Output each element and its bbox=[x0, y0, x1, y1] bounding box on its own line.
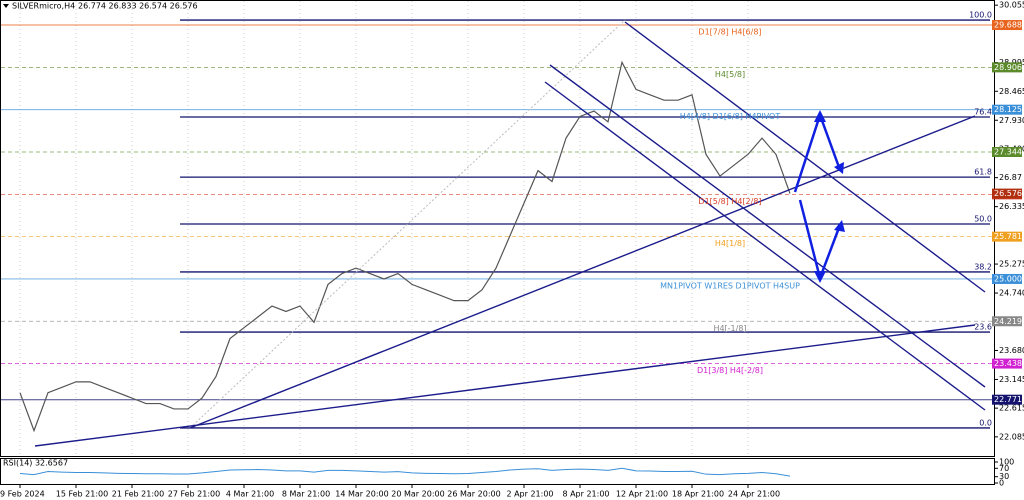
price-tag bbox=[992, 394, 1022, 405]
price-tag-label: 25.781 bbox=[994, 232, 1022, 241]
level-label: H4[4/8] D1[6/8] H4PIVOT bbox=[680, 112, 781, 121]
y-tick-label: 22.085 bbox=[999, 432, 1024, 441]
price-tag-label: 28.125 bbox=[994, 105, 1022, 114]
chart-title: SILVERmicro,H4 bbox=[12, 2, 75, 11]
trendline bbox=[189, 115, 976, 429]
x-tick-label: 20 Mar 20:00 bbox=[391, 490, 444, 499]
x-tick-label: 24 Apr 21:00 bbox=[728, 490, 780, 499]
rsi-panel bbox=[0, 458, 995, 485]
drawings bbox=[34, 19, 986, 447]
x-tick-label: 15 Feb 21:00 bbox=[56, 490, 108, 499]
x-tick-label: 18 Apr 21:00 bbox=[672, 490, 724, 499]
rsi-tick-label: 70 bbox=[999, 464, 1009, 473]
y-tick-label: 30.055 bbox=[999, 1, 1024, 10]
rsi-tick-label: 100 bbox=[999, 458, 1014, 467]
price-tag bbox=[992, 62, 1022, 73]
fibo-label: 0.0 bbox=[979, 418, 992, 427]
channel-line bbox=[624, 21, 986, 293]
fibo-label: 38.2 bbox=[974, 262, 992, 271]
price-tag bbox=[992, 273, 1022, 284]
price-tag bbox=[992, 316, 1022, 327]
price-tag-label: 22.771 bbox=[994, 395, 1022, 404]
y-tick-label: 28.465 bbox=[999, 87, 1024, 96]
rsi-tick-label: 0 bbox=[999, 479, 1004, 488]
channel-line bbox=[544, 81, 986, 411]
price-tag-label: 25.000 bbox=[994, 274, 1022, 283]
level-label: D1[5/8] H4[2/8] bbox=[698, 197, 761, 206]
fibo-label: 23.6 bbox=[974, 323, 992, 332]
price-tag bbox=[992, 20, 1022, 31]
price-line bbox=[19, 60, 791, 433]
level-label: D1[7/8] H4[6/8] bbox=[698, 28, 761, 37]
fibo-label: 76.4 bbox=[974, 108, 992, 117]
y-tick-label: 22.615 bbox=[999, 404, 1024, 413]
price-tag bbox=[992, 104, 1022, 115]
price-tag bbox=[992, 146, 1022, 157]
x-tick-label: 8 Mar 21:00 bbox=[282, 490, 330, 499]
ohlc-header: 26.774 26.833 26.574 26.576 bbox=[78, 2, 198, 11]
price-panel bbox=[0, 0, 995, 457]
rsi-label: RSI(14) 32.6567 bbox=[3, 459, 68, 468]
x-tick-label: 27 Feb 21:00 bbox=[168, 490, 220, 499]
y-tick-label: 26.87 bbox=[999, 173, 1022, 182]
arrow-head bbox=[834, 220, 845, 232]
price-tag-label: 27.344 bbox=[994, 147, 1022, 156]
price-tag-label: 23.438 bbox=[994, 359, 1022, 368]
arrow-head bbox=[834, 162, 844, 174]
x-tick-label: 14 Mar 20:00 bbox=[335, 490, 388, 499]
price-tag bbox=[992, 358, 1022, 369]
level-label: H4[5/8] bbox=[715, 70, 745, 79]
fibo-label: 61.8 bbox=[974, 168, 992, 177]
price-tag bbox=[992, 231, 1022, 242]
y-tick-label: 26.335 bbox=[999, 202, 1024, 211]
rsi-tick-label: 30 bbox=[999, 472, 1009, 481]
trendline bbox=[34, 324, 976, 447]
price-tag-label: 24.219 bbox=[994, 317, 1022, 326]
x-tick-label: 21 Feb 21:00 bbox=[112, 490, 164, 499]
y-tick-label: 23.145 bbox=[999, 375, 1024, 384]
menu-arrow[interactable] bbox=[3, 4, 9, 8]
fibo-label: 50.0 bbox=[974, 214, 992, 223]
x-tick-label: 2 Apr 21:00 bbox=[506, 490, 553, 499]
channel-line bbox=[549, 64, 986, 388]
price-tag-label: 28.906 bbox=[994, 63, 1022, 72]
x-tick-label: 4 Mar 21:00 bbox=[226, 490, 274, 499]
x-tick-label: 8 Apr 21:00 bbox=[562, 490, 609, 499]
x-tick-label: 12 Apr 21:00 bbox=[616, 490, 668, 499]
x-tick-label: 9 Feb 2024 bbox=[0, 490, 45, 499]
last-price-tag bbox=[992, 188, 1022, 199]
y-tick-label: 24.740 bbox=[999, 289, 1024, 298]
y-tick-label: 23.680 bbox=[999, 346, 1024, 355]
arrow-head bbox=[814, 110, 826, 122]
price-tag-label: 29.688 bbox=[994, 21, 1022, 30]
y-tick-label: 27.930 bbox=[999, 116, 1024, 125]
fibo-label: 100.0 bbox=[969, 11, 992, 20]
level-label: MN1PIVOT W1RES D1PIVOT H4SUP bbox=[660, 281, 800, 290]
x-tick-label: 26 Mar 20:00 bbox=[447, 490, 500, 499]
level-label: D1[3/8] H4[-2/8] bbox=[697, 366, 763, 375]
arrow-head bbox=[814, 271, 826, 283]
last-price-label: 26.576 bbox=[994, 189, 1022, 198]
level-label: H4[-1/8] bbox=[713, 324, 746, 333]
level-label: H4[1/8] bbox=[715, 239, 745, 248]
y-tick-label: 25.275 bbox=[999, 260, 1024, 269]
rsi-line bbox=[19, 467, 791, 477]
